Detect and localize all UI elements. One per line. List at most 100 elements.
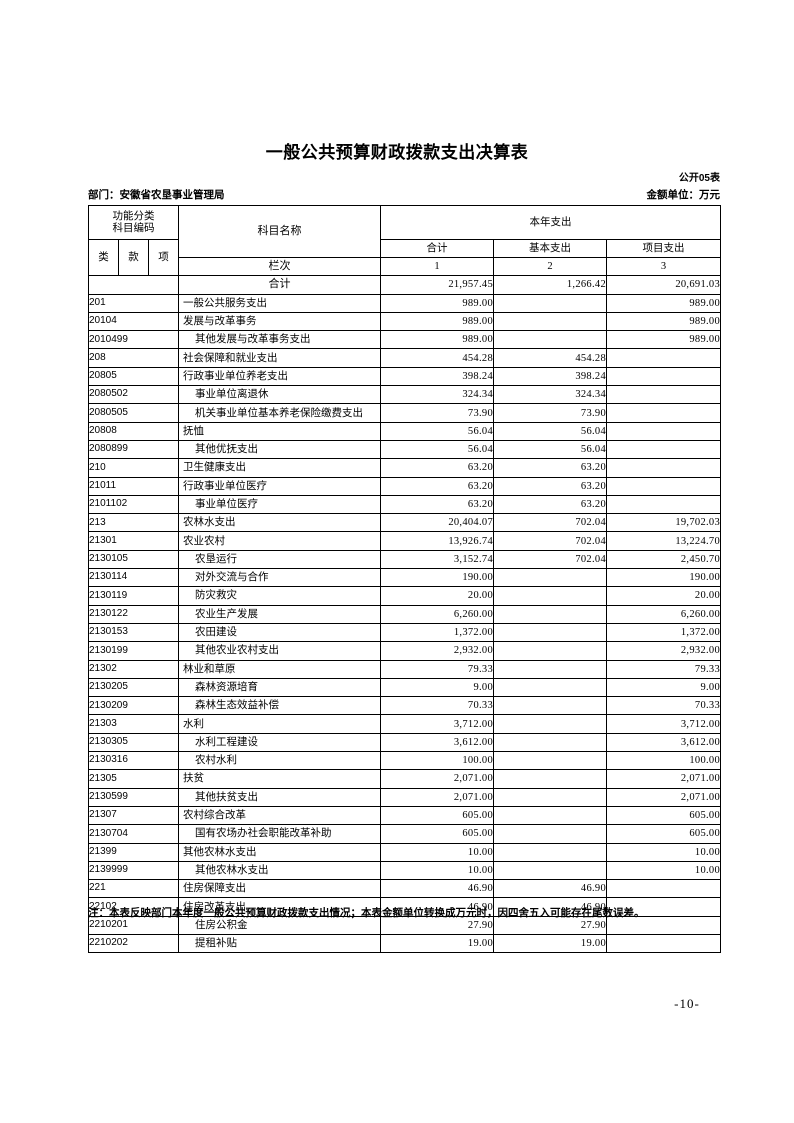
cell-subject-code: 201 <box>87 293 180 313</box>
cell-amount-total: 63.20 <box>380 494 495 515</box>
cell-subject-code: 2210202 <box>87 933 180 954</box>
cell-amount-basic <box>493 714 608 734</box>
cell-subject-name: 行政事业单位医疗 <box>178 476 382 496</box>
table-row: 21305 扶贫 2,071.00 2,071.00 <box>87 769 722 789</box>
cell-amount-project <box>606 458 722 478</box>
cell-amount-total: 2,071.00 <box>380 787 495 807</box>
budget-table-container: 功能分类 科目编码 科目名称 本年支出 类 款 项 合计 基本支出 项目支出 栏… <box>87 205 722 954</box>
table-row: 2080899 其他优抚支出 56.04 56.04 <box>87 439 722 460</box>
cell-amount-project: 1,372.00 <box>606 622 722 643</box>
cell-amount-total: 324.34 <box>380 385 495 405</box>
cell-subject-name: 其他发展与改革事务支出 <box>178 330 382 350</box>
cell-amount-project <box>606 879 722 899</box>
cell-subject-name: 农田建设 <box>178 622 382 643</box>
cell-amount-project: 20.00 <box>606 586 722 606</box>
table-row: 21302 林业和草原 79.33 79.33 <box>87 659 722 679</box>
header-col-total: 合计 <box>380 239 495 258</box>
cell-amount-total: 989.00 <box>380 311 495 332</box>
cell-amount-project: 989.00 <box>606 330 722 350</box>
form-code-label: 公开05表 <box>678 173 720 184</box>
page-number-value: -10- <box>674 996 700 1011</box>
cell-amount-total: 3,712.00 <box>380 714 495 734</box>
cell-amount-project: 79.33 <box>606 659 722 679</box>
cell-amount-basic: 63.20 <box>493 476 608 496</box>
cell-amount-basic <box>493 842 608 862</box>
cell-amount-project <box>606 421 722 441</box>
cell-subject-name: 扶贫 <box>178 769 382 789</box>
table-row: 2130119 防灾救灾 20.00 20.00 <box>87 586 722 606</box>
table-row: 20805 行政事业单位养老支出 398.24 398.24 <box>87 366 722 387</box>
cell-amount-basic: 56.04 <box>493 439 608 460</box>
cell-amount-project: 100.00 <box>606 751 722 771</box>
table-row: 2010499 其他发展与改革事务支出 989.00 989.00 <box>87 330 722 350</box>
cell-amount-basic: 702.04 <box>493 513 608 533</box>
cell-subject-code: 2130199 <box>87 641 180 661</box>
cell-amount-project: 2,071.00 <box>606 787 722 807</box>
cell-amount-basic <box>493 732 608 753</box>
cell-subject-code: 221 <box>87 879 180 899</box>
header-code-group: 功能分类 科目编码 <box>87 205 180 240</box>
cell-amount-total: 2,071.00 <box>380 769 495 789</box>
cell-subject-name: 农业农村 <box>178 531 382 551</box>
cell-subject-code: 208 <box>87 348 180 368</box>
cell-subject-name: 发展与改革事务 <box>178 311 382 332</box>
cell-subject-name: 社会保障和就业支出 <box>178 348 382 368</box>
cell-amount-project: 9.00 <box>606 677 722 698</box>
cell-amount-total: 13,926.74 <box>380 531 495 551</box>
cell-amount-total: 398.24 <box>380 366 495 387</box>
cell-amount-basic: 56.04 <box>493 421 608 441</box>
cell-subject-code: 213 <box>87 513 180 533</box>
header-col-basic: 基本支出 <box>493 239 608 258</box>
cell-subject-code: 2130316 <box>87 751 180 771</box>
cell-subject-code: 2130599 <box>87 787 180 807</box>
header-row-2: 类 款 项 合计 基本支出 项目支出 <box>88 238 722 277</box>
cell-amount-basic <box>493 622 608 643</box>
cell-amount-project: 10.00 <box>606 860 722 881</box>
table-row: 208 社会保障和就业支出 454.28 454.28 <box>87 348 722 368</box>
cell-subject-name: 农业生产发展 <box>178 604 382 624</box>
cell-amount-total: 605.00 <box>380 824 495 844</box>
cell-amount-project: 605.00 <box>606 824 722 844</box>
table-row: 21011 行政事业单位医疗 63.20 63.20 <box>87 476 722 496</box>
row-index-2: 2 <box>493 256 608 277</box>
grand-total-value-basic: 1,266.42 <box>493 275 608 295</box>
table-row: 210 卫生健康支出 63.20 63.20 <box>87 458 722 478</box>
cell-subject-code: 2130122 <box>87 604 180 624</box>
cell-subject-name: 农村水利 <box>178 751 382 771</box>
header-col-kuan: 款 <box>118 238 149 277</box>
cell-subject-name: 一般公共服务支出 <box>178 293 382 313</box>
table-row: 2130316 农村水利 100.00 100.00 <box>87 751 722 771</box>
cell-amount-total: 63.20 <box>380 458 495 478</box>
cell-amount-basic <box>493 293 608 313</box>
cell-amount-project <box>606 348 722 368</box>
cell-subject-code: 21302 <box>87 659 180 679</box>
cell-amount-total: 56.04 <box>380 421 495 441</box>
table-row: 2080502 事业单位离退休 324.34 324.34 <box>87 385 722 405</box>
cell-amount-basic: 63.20 <box>493 458 608 478</box>
budget-expenditure-table: 功能分类 科目编码 科目名称 本年支出 类 款 项 合计 基本支出 项目支出 栏… <box>87 205 722 954</box>
cell-amount-basic: 46.90 <box>493 879 608 899</box>
cell-subject-code: 2130704 <box>87 824 180 844</box>
cell-subject-code: 2130305 <box>87 732 180 753</box>
cell-subject-code: 20104 <box>87 311 180 332</box>
table-row: 2130153 农田建设 1,372.00 1,372.00 <box>87 622 722 643</box>
cell-amount-total: 1,372.00 <box>380 622 495 643</box>
cell-subject-name: 水利 <box>178 714 382 734</box>
cell-subject-name: 农村综合改革 <box>178 805 382 826</box>
table-head: 功能分类 科目编码 科目名称 本年支出 类 款 项 合计 基本支出 项目支出 栏… <box>87 205 722 295</box>
cell-amount-basic <box>493 769 608 789</box>
table-row: 20104 发展与改革事务 989.00 989.00 <box>87 311 722 332</box>
row-index-1: 1 <box>380 256 495 277</box>
table-row: 22102 住房改革支出 46.90 46.90 <box>87 897 722 917</box>
cell-amount-basic <box>493 824 608 844</box>
cell-subject-code: 21305 <box>87 769 180 789</box>
cell-amount-basic: 454.28 <box>493 348 608 368</box>
table-row: 2101102 事业单位医疗 63.20 63.20 <box>87 494 722 515</box>
page-title: 一般公共预算财政拨款支出决算表 <box>265 143 529 162</box>
table-row: 21399 其他农林水支出 10.00 10.00 <box>87 842 722 862</box>
table-row: 20808 抚恤 56.04 56.04 <box>87 421 722 441</box>
grand-total-code <box>87 275 180 295</box>
header-code-group-line2: 科目编码 <box>112 221 155 234</box>
cell-amount-basic <box>493 787 608 807</box>
